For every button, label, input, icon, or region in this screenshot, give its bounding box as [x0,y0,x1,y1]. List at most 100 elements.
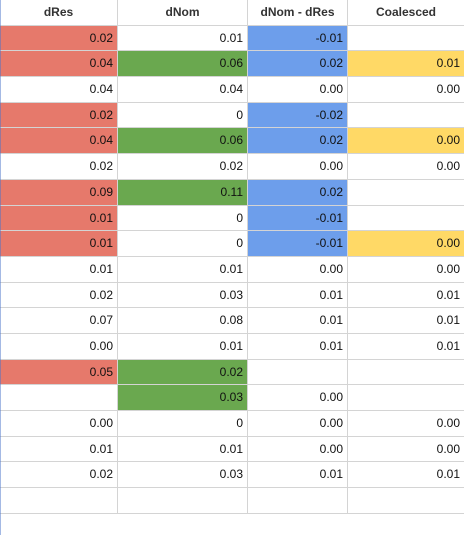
dres-cell[interactable]: 0.04 [0,77,118,103]
dnom-cell[interactable]: 0.01 [118,333,248,360]
diff-cell[interactable]: 0.02 [248,51,348,78]
table-row: 0.09 0.11 0.02 [0,179,464,206]
diff-cell[interactable]: -0.02 [248,102,348,129]
coalesced-cell[interactable]: 0.00 [348,437,464,463]
diff-cell[interactable]: 0.02 [248,179,348,206]
coalesced-cell[interactable]: 0.01 [348,51,464,78]
coalesced-cell[interactable]: 0.01 [348,308,464,334]
coalesced-cell[interactable] [348,26,464,52]
diff-cell[interactable]: 0.01 [248,333,348,360]
dres-cell[interactable] [0,385,118,411]
coalesced-cell[interactable]: 0.00 [348,154,464,180]
dres-cell[interactable]: 0.09 [0,179,118,206]
dnom-cell[interactable]: 0 [118,411,248,437]
dres-cell[interactable]: 0.01 [0,231,118,257]
dnom-cell[interactable]: 0.11 [118,179,248,206]
header-dres[interactable]: dRes [0,0,118,26]
coalesced-cell[interactable] [348,103,464,129]
dres-cell[interactable]: 0.00 [0,411,118,437]
dres-cell[interactable]: 0.02 [0,154,118,180]
coalesced-cell[interactable]: 0.00 [348,77,464,103]
table-row: 0.05 0.02 [0,359,464,386]
dnom-cell[interactable]: 0.03 [118,282,248,309]
diff-cell[interactable]: 0.01 [248,282,348,309]
dres-cell[interactable]: 0.01 [0,256,118,283]
coalesced-cell[interactable] [348,488,464,514]
table-row: 0.03 0.00 [0,385,464,411]
table-row: 0.04 0.04 0.00 0.00 [0,77,464,103]
dres-cell[interactable]: 0.01 [0,436,118,463]
table-row: 0.02 0.03 0.01 0.01 [0,282,464,309]
table-row: 0.00 0.01 0.01 0.01 [0,333,464,360]
coalesced-cell[interactable] [348,180,464,206]
header-dnom[interactable]: dNom [118,0,248,26]
dnom-cell[interactable]: 0.01 [118,256,248,283]
table-row [0,488,464,514]
diff-cell[interactable]: 0.00 [248,411,348,437]
diff-cell[interactable]: -0.01 [248,25,348,52]
dnom-cell[interactable]: 0.02 [118,359,248,386]
dres-cell[interactable]: 0.01 [0,205,118,232]
coalesced-cell[interactable] [348,206,464,232]
diff-cell[interactable]: 0.02 [248,128,348,155]
diff-cell[interactable]: 0.00 [248,436,348,463]
dnom-cell[interactable]: 0.01 [118,25,248,52]
dnom-cell[interactable]: 0 [118,231,248,257]
table-row: 0.02 0.01 -0.01 [0,25,464,52]
dnom-cell[interactable]: 0.04 [118,77,248,103]
dnom-cell[interactable]: 0.06 [118,128,248,155]
coalesced-cell[interactable] [348,385,464,411]
dres-cell[interactable]: 0.04 [0,51,118,78]
dres-cell[interactable]: 0.07 [0,308,118,334]
dres-cell[interactable]: 0.02 [0,102,118,129]
diff-cell[interactable]: -0.01 [248,205,348,232]
grid-left-edge [0,0,1,535]
table-row: 0.01 0.01 0.00 0.00 [0,436,464,463]
table-row: 0.02 0.03 0.01 0.01 [0,462,464,489]
dres-cell[interactable]: 0.02 [0,462,118,489]
dres-cell[interactable]: 0.02 [0,25,118,52]
coalesced-cell[interactable]: 0.00 [348,257,464,283]
dres-cell[interactable]: 0.02 [0,282,118,309]
header-coalesced[interactable]: Coalesced [348,0,464,26]
table-row: 0.04 0.06 0.02 0.01 [0,51,464,78]
table-row: 0.01 0 -0.01 [0,205,464,232]
coalesced-cell[interactable]: 0.01 [348,283,464,309]
table-row: 0.02 0.02 0.00 0.00 [0,154,464,180]
coalesced-cell[interactable]: 0.01 [348,334,464,360]
coalesced-cell[interactable]: 0.00 [348,231,464,257]
dres-cell[interactable] [0,488,118,514]
table-row: 0.07 0.08 0.01 0.01 [0,308,464,334]
coalesced-cell[interactable]: 0.01 [348,462,464,489]
coalesced-cell[interactable]: 0.00 [348,411,464,437]
dnom-cell[interactable] [118,488,248,514]
dres-cell[interactable]: 0.00 [0,333,118,360]
data-rows: 0.02 0.01 -0.01 0.04 0.06 0.02 0.01 0.04 0.04 0.0… [0,25,464,514]
diff-cell[interactable]: -0.01 [248,231,348,257]
diff-cell[interactable]: 0.00 [248,385,348,411]
header-row: dRes dNom dNom - dRes Coalesced [0,0,464,26]
dnom-cell[interactable]: 0.03 [118,462,248,489]
table-row: 0.04 0.06 0.02 0.00 [0,128,464,155]
coalesced-cell[interactable] [348,360,464,386]
dres-cell[interactable]: 0.05 [0,359,118,386]
dnom-cell[interactable]: 0 [118,102,248,129]
dnom-cell[interactable]: 0.03 [118,385,248,411]
dnom-cell[interactable]: 0.06 [118,51,248,78]
dnom-cell[interactable]: 0.01 [118,436,248,463]
diff-cell[interactable] [248,488,348,514]
dres-cell[interactable]: 0.04 [0,128,118,155]
dnom-cell[interactable]: 0 [118,205,248,232]
coalesced-cell[interactable]: 0.00 [348,128,464,155]
header-dnom-minus-dres[interactable]: dNom - dRes [248,0,348,26]
diff-cell[interactable]: 0.00 [248,154,348,180]
diff-cell[interactable]: 0.00 [248,256,348,283]
table-row: 0.02 0 -0.02 [0,102,464,129]
dnom-cell[interactable]: 0.02 [118,154,248,180]
dnom-cell[interactable]: 0.08 [118,308,248,334]
diff-cell[interactable]: 0.01 [248,308,348,334]
diff-cell[interactable]: 0.01 [248,462,348,489]
diff-cell[interactable]: 0.00 [248,77,348,103]
diff-cell[interactable] [248,359,348,386]
